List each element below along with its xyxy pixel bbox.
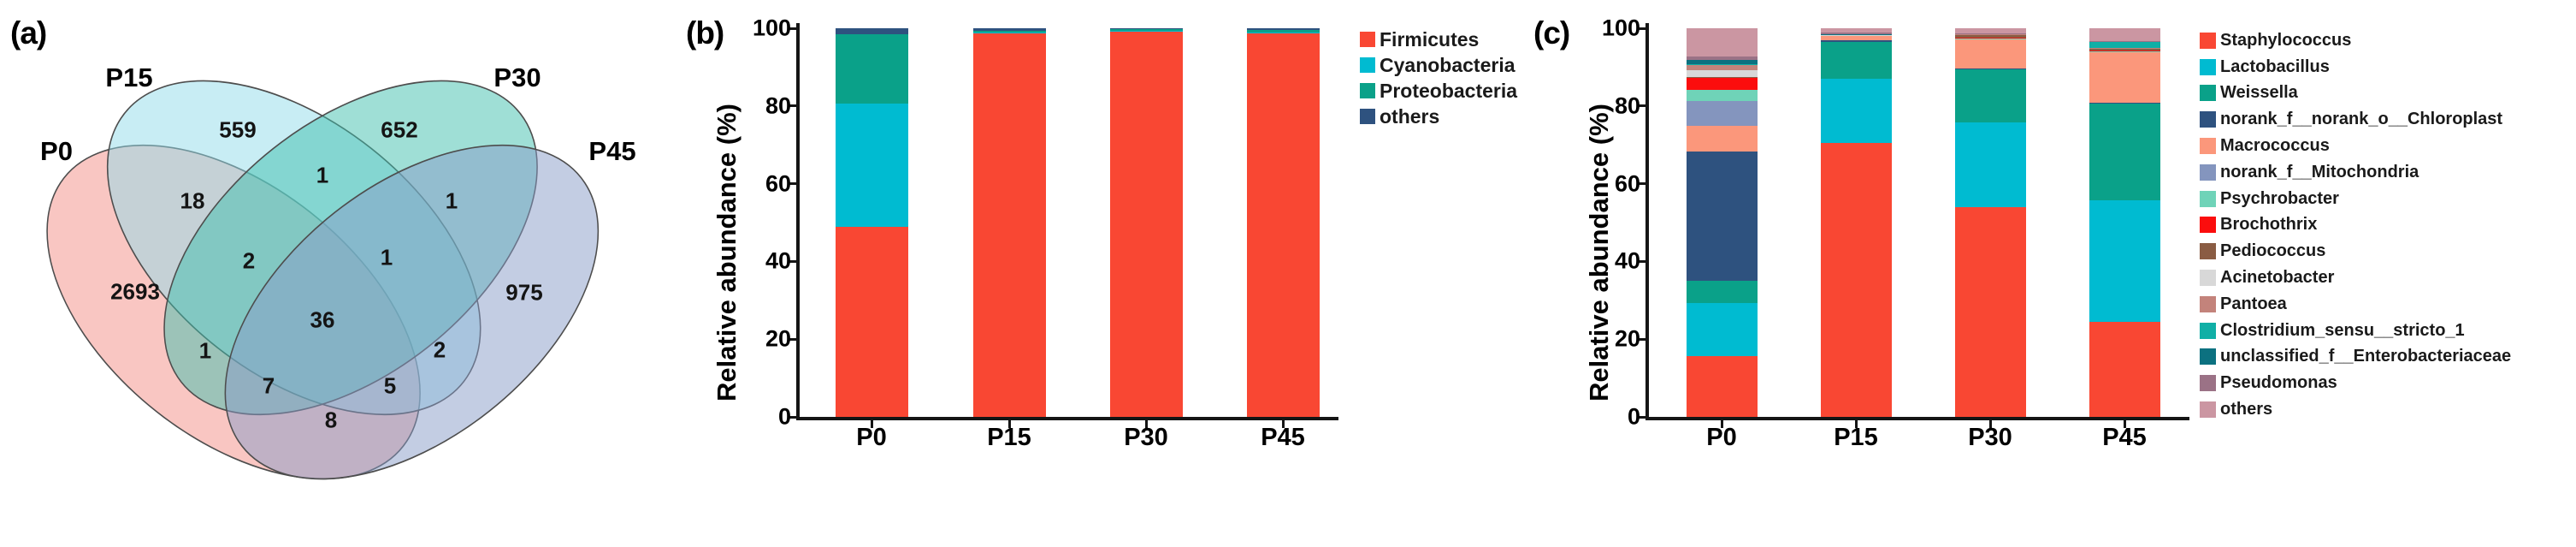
legend-label-Staphylococcus: Staphylococcus <box>2220 30 2352 50</box>
legend-item-Pediococcus: Pediococcus <box>2200 238 2511 265</box>
legend-label-Proteobacteria: Proteobacteria <box>1380 79 1518 102</box>
legend-item-Pantoea: Pantoea <box>2200 291 2511 318</box>
legend-swatch-Clostridium_sensu__stricto_1 <box>2200 322 2216 339</box>
legend-item-Lactobacillus: Lactobacillus <box>2200 54 2511 80</box>
panel-b-label: (b) <box>686 15 724 51</box>
legend-swatch-Proteobacteria <box>1360 83 1375 98</box>
venn-count-P0∩P15∩P30: 2 <box>242 247 256 274</box>
legend-item-Psychrobacter: Psychrobacter <box>2200 186 2511 212</box>
legend-item-Firmicutes: Firmicutes <box>1360 27 1517 52</box>
venn-count-P0: 2693 <box>110 278 160 305</box>
legend-item-Pseudomonas: Pseudomonas <box>2200 370 2511 396</box>
legend-label-Acinetobacter: Acinetobacter <box>2220 268 2335 288</box>
venn-count-P0∩P15∩P30∩P45: 36 <box>310 306 335 333</box>
panel-c-label: (c) <box>1533 15 1570 51</box>
legend-swatch-norank_f__norank_o__Chloroplast <box>2200 111 2216 128</box>
venn-diagram <box>46 80 600 480</box>
venn-count-P0∩P45: 8 <box>324 407 338 433</box>
legend-label-norank_f__Mitochondria: norank_f__Mitochondria <box>2220 162 2419 181</box>
legend-swatch-Firmicutes <box>1360 32 1375 47</box>
venn-count-P15∩P30∩P45: 1 <box>380 244 393 271</box>
legend-swatch-others <box>2200 401 2216 419</box>
venn-set-label-p30: P30 <box>493 62 541 92</box>
legend-item-Macrococcus: Macrococcus <box>2200 133 2511 159</box>
legend-swatch-Weissella <box>2200 85 2216 102</box>
legend-label-norank_f__norank_o__Chloroplast: norank_f__norank_o__Chloroplast <box>2220 110 2503 129</box>
legend-item-Acinetobacter: Acinetobacter <box>2200 265 2511 291</box>
legend-swatch-Pediococcus <box>2200 243 2216 260</box>
legend-swatch-Acinetobacter <box>2200 270 2216 287</box>
venn-set-label-p0: P0 <box>40 136 73 166</box>
legend-label-Macrococcus: Macrococcus <box>2220 136 2330 156</box>
panel-c-y-axis-title: Relative abundance (%) <box>1584 104 1614 401</box>
legend-swatch-Lactobacillus <box>2200 58 2216 75</box>
legend-swatch-unclassified_f__Enterobacteriaceae <box>2200 348 2216 366</box>
legend-swatch-Pantoea <box>2200 295 2216 312</box>
legend-swatch-Pseudomonas <box>2200 375 2216 392</box>
venn-count-P30∩P45: 1 <box>445 187 458 214</box>
legend-label-Psychrobacter: Psychrobacter <box>2220 188 2339 208</box>
legend-b: Firmicutes Cyanobacteria Proteobacteria oth… <box>1360 27 1517 129</box>
legend-item-others: others <box>2200 396 2511 423</box>
venn-count-P15∩P30: 1 <box>316 162 329 188</box>
legend-item-Cyanobacteria: Cyanobacteria <box>1360 52 1517 78</box>
legend-item-Staphylococcus: Staphylococcus <box>2200 27 2511 54</box>
legend-item-Weissella: Weissella <box>2200 80 2511 107</box>
legend-swatch-Staphylococcus <box>2200 32 2216 49</box>
legend-swatch-Brochothrix <box>2200 217 2216 234</box>
legend-item-norank_f__Mitochondria: norank_f__Mitochondria <box>2200 159 2511 186</box>
legend-item-Brochothrix: Brochothrix <box>2200 212 2511 239</box>
venn-ellipse-p45 <box>224 144 600 480</box>
venn-count-P45: 975 <box>505 279 543 306</box>
legend-item-Clostridium_sensu__stricto_1: Clostridium_sensu__stricto_1 <box>2200 318 2511 344</box>
venn-labels-overlay: P0 P15 P30 P45 2693 559 652 975 18 1 1 1 2 2 1 7 5 8 36 <box>0 0 650 547</box>
legend-label-Firmicutes: Firmicutes <box>1380 27 1480 51</box>
venn-count-P0∩P30: 1 <box>198 337 212 364</box>
legend-c: Staphylococcus Lactobacillus Weissella nora… <box>2200 27 2511 423</box>
legend-label-Weissella: Weissella <box>2220 83 2298 103</box>
venn-count-P15: 559 <box>219 116 257 143</box>
legend-item-norank_f__norank_o__Chloroplast: norank_f__norank_o__Chloroplast <box>2200 106 2511 133</box>
legend-label-unclassified_f__Enterobacteriaceae: unclassified_f__Enterobacteriaceae <box>2220 347 2512 366</box>
venn-count-P0∩P30∩P45: 7 <box>262 372 275 399</box>
legend-item-Proteobacteria: Proteobacteria <box>1360 78 1517 104</box>
legend-swatch-norank_f__Mitochondria <box>2200 164 2216 181</box>
legend-label-Cyanobacteria: Cyanobacteria <box>1380 53 1515 76</box>
legend-label-Pantoea: Pantoea <box>2220 294 2287 313</box>
legend-label-Pseudomonas: Pseudomonas <box>2220 373 2337 393</box>
legend-label-Lactobacillus: Lactobacillus <box>2220 56 2330 76</box>
panel-a: (a) P0 P15 P30 P45 2693 559 652 975 18 1 1 1 2 2 1 7 5 8 3… <box>0 0 650 547</box>
venn-set-label-p45: P45 <box>588 136 636 166</box>
legend-label-Pediococcus: Pediococcus <box>2220 241 2326 261</box>
legend-swatch-Macrococcus <box>2200 138 2216 155</box>
legend-swatch-Psychrobacter <box>2200 190 2216 207</box>
legend-label-others: others <box>1380 104 1440 128</box>
venn-count-P0∩P15∩P45: 5 <box>383 372 397 399</box>
legend-label-Clostridium_sensu__stricto_1: Clostridium_sensu__stricto_1 <box>2220 320 2465 340</box>
panel-c: (c) Relative abundance (%) <box>1531 0 2576 547</box>
panel-b: (b) Relative abundance (%) <box>650 0 1531 547</box>
venn-count-P15∩P45: 2 <box>433 336 446 363</box>
legend-item-unclassified_f__Enterobacteriaceae: unclassified_f__Enterobacteriaceae <box>2200 344 2511 371</box>
legend-item-others: others <box>1360 104 1517 129</box>
venn-count-P30: 652 <box>381 116 418 143</box>
legend-swatch-others <box>1360 109 1375 124</box>
panel-a-label: (a) <box>10 15 47 51</box>
panel-b-y-axis-title: Relative abundance (%) <box>712 104 741 401</box>
legend-label-Brochothrix: Brochothrix <box>2220 215 2318 235</box>
legend-swatch-Cyanobacteria <box>1360 57 1375 73</box>
venn-count-P0∩P15: 18 <box>180 187 205 214</box>
venn-set-label-p15: P15 <box>105 62 153 92</box>
legend-label-others: others <box>2220 400 2273 419</box>
